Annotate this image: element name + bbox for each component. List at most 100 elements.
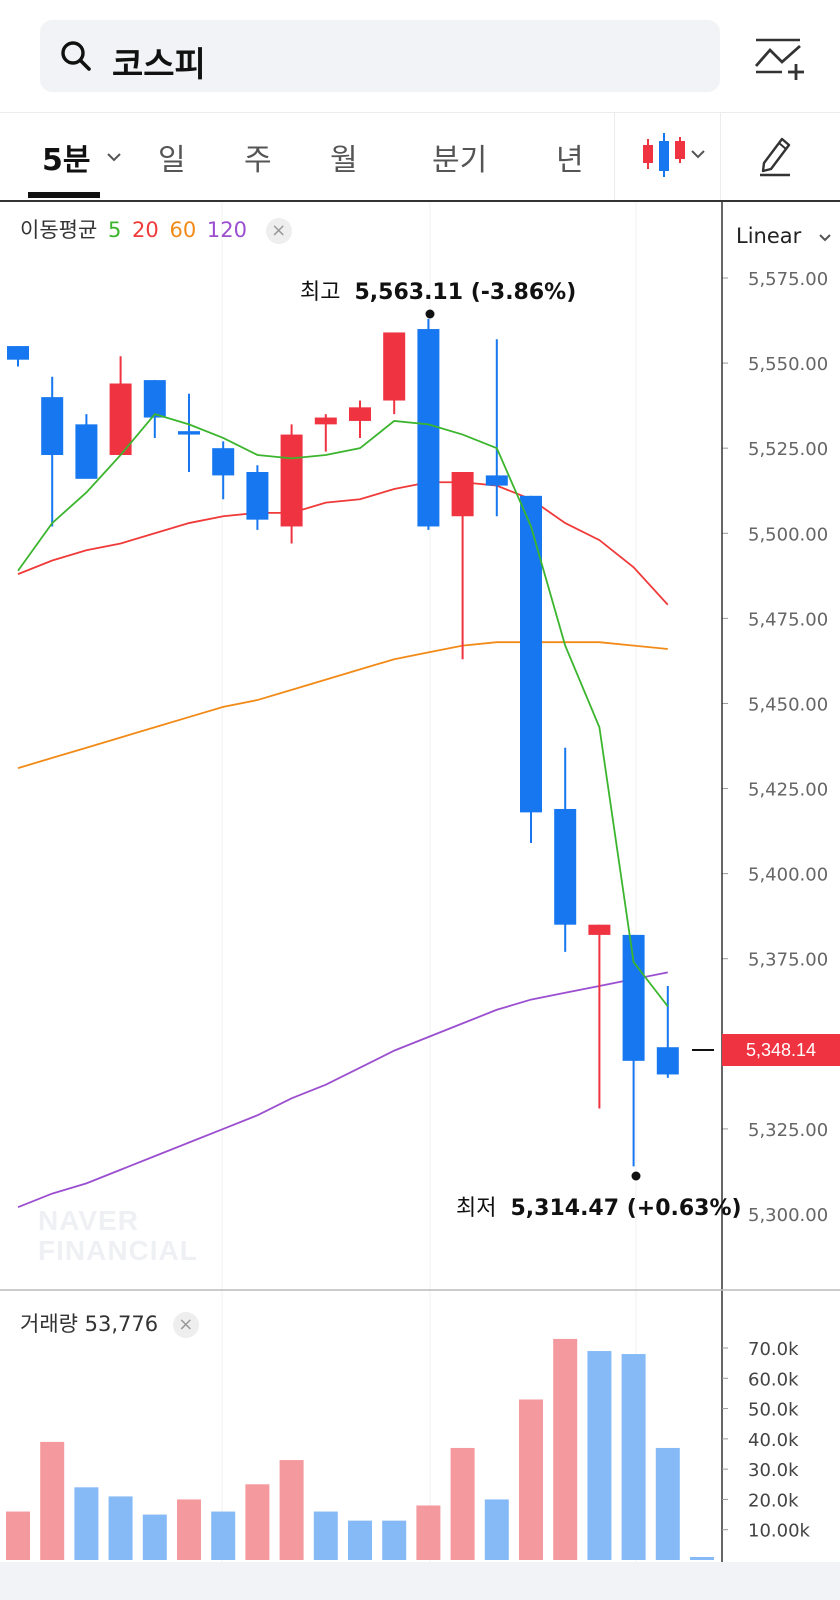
watermark: NAVER FINANCIAL <box>38 1205 198 1266</box>
tab-quarter[interactable]: 분기 <box>432 143 488 178</box>
ma-period-120: 120 <box>206 218 247 242</box>
volume-bar <box>348 1520 372 1560</box>
candle-body <box>314 417 337 425</box>
candle-body <box>383 332 406 401</box>
volume-bar <box>416 1505 441 1560</box>
y-tick-label: 5,475.00 <box>748 609 828 630</box>
volume-bar <box>211 1511 236 1560</box>
volume-tick-label: 20.0k <box>748 1490 799 1511</box>
volume-bar <box>313 1511 338 1560</box>
current-price-tag: 5,348.14 <box>722 1034 840 1066</box>
candle-body <box>520 495 542 813</box>
y-tick-label: 5,425.00 <box>748 780 828 801</box>
low-marker-dot <box>631 1171 641 1181</box>
volume-legend-label: 거래량 <box>20 1312 78 1336</box>
volume-bar <box>621 1354 646 1560</box>
candle-body <box>109 383 132 455</box>
tab-day[interactable]: 일 <box>158 143 186 178</box>
candle-body <box>143 380 166 418</box>
candlestick-icon[interactable] <box>640 133 706 179</box>
chevron-down-icon[interactable] <box>106 151 122 163</box>
close-icon[interactable]: × <box>172 1312 199 1338</box>
ma5-line <box>17 413 669 1007</box>
chevron-down-icon <box>819 234 831 242</box>
volume-tick-label: 70.0k <box>748 1339 799 1360</box>
tab-5min[interactable]: 5분 <box>42 143 91 178</box>
candle-body <box>41 397 64 455</box>
candle-body <box>554 808 577 925</box>
period-tabbar: 5분 일 주 월 분기 년 <box>0 113 840 201</box>
volume-tick-label: 30.0k <box>748 1460 799 1481</box>
ma60-line <box>17 641 668 769</box>
volume-bar <box>382 1520 407 1560</box>
candle-body <box>451 472 474 517</box>
chart-compare-icon[interactable] <box>752 36 808 82</box>
ma120-line <box>17 971 668 1209</box>
volume-bar <box>142 1514 167 1560</box>
candle-body <box>417 329 440 527</box>
candle-body <box>212 448 235 476</box>
candle-body <box>280 434 303 527</box>
close-icon[interactable]: × <box>265 218 292 244</box>
scale-select[interactable]: Linear <box>736 224 832 248</box>
candle-body <box>349 407 371 421</box>
tab-month[interactable]: 월 <box>330 143 358 178</box>
candle-body <box>485 475 508 486</box>
header-divider <box>0 112 840 113</box>
volume-bar <box>553 1338 578 1560</box>
candle-body <box>7 346 29 360</box>
ma-legend: 이동평균 5 20 60 120 × <box>20 214 296 244</box>
candle-body <box>656 1047 679 1075</box>
tab-week[interactable]: 주 <box>244 143 272 178</box>
volume-tick-label: 10.00k <box>748 1521 811 1542</box>
y-tick-label: 5,300.00 <box>748 1205 828 1226</box>
ma20-line <box>17 481 669 606</box>
volume-bar <box>40 1441 65 1560</box>
tab-year[interactable]: 년 <box>556 143 584 178</box>
chart-top-border <box>0 200 840 202</box>
volume-bar <box>74 1487 99 1560</box>
volume-legend-value: 53,776 <box>84 1312 159 1336</box>
volume-legend: 거래량 53,776 × <box>20 1308 199 1338</box>
volume-bar <box>108 1496 133 1560</box>
volume-bar <box>587 1351 612 1560</box>
candle-body <box>622 934 645 1061</box>
y-tick-label: 5,500.00 <box>748 524 828 545</box>
scale-label: Linear <box>736 224 802 248</box>
time-axis <box>0 1562 840 1600</box>
volume-bar <box>655 1447 680 1560</box>
y-tick-label: 5,575.00 <box>748 269 828 290</box>
volume-tick-label: 50.0k <box>748 1400 799 1421</box>
pencil-icon[interactable] <box>758 133 794 177</box>
candle-body <box>246 472 269 520</box>
low-price-label: 최저 5,314.47 (+0.63%) <box>456 1196 742 1221</box>
volume-bar <box>519 1399 543 1560</box>
search-bar[interactable]: 코스피 <box>40 20 720 92</box>
volume-tick-label: 60.0k <box>748 1369 799 1390</box>
tab-separator <box>720 113 721 201</box>
y-tick-label: 5,325.00 <box>748 1120 828 1141</box>
high-marker-dot <box>425 309 435 319</box>
y-tick-label: 5,450.00 <box>748 694 828 715</box>
volume-bar <box>279 1460 304 1560</box>
ma-period-60: 60 <box>169 218 197 242</box>
y-tick-label: 5,525.00 <box>748 439 828 460</box>
y-tick-label: 5,400.00 <box>748 865 828 886</box>
price-chart[interactable]: 5,575.00 5,550.00 5,525.00 5,500.00 5,475.00… <box>0 202 840 1600</box>
search-query: 코스피 <box>112 46 206 84</box>
y-tick-label: 5,550.00 <box>748 354 828 375</box>
volume-bar <box>177 1499 201 1560</box>
volume-bar <box>484 1499 509 1560</box>
ma-period-20: 20 <box>132 218 159 242</box>
y-tick-label: 5,375.00 <box>748 950 828 971</box>
high-price-label: 최고 5,563.11 (-3.86%) <box>300 280 577 305</box>
candle-body <box>588 924 611 935</box>
ma-period-5: 5 <box>107 218 122 242</box>
ma-legend-label: 이동평균 <box>20 218 98 242</box>
candle-body <box>178 431 200 435</box>
volume-bar <box>450 1447 475 1560</box>
volume-bar <box>245 1484 270 1560</box>
search-icon <box>61 41 91 71</box>
volume-tick-label: 40.0k <box>748 1430 799 1451</box>
volume-bar <box>6 1511 30 1560</box>
